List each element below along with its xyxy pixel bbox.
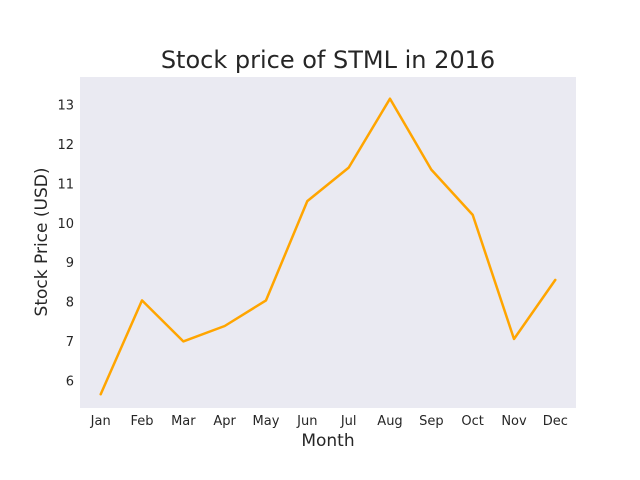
plot-area [80, 77, 576, 408]
y-axis-title: Stock Price (USD) [32, 168, 52, 317]
y-tick-label: 11 [57, 177, 74, 192]
y-tick-label: 10 [57, 217, 74, 232]
x-tick-label: Nov [501, 414, 527, 429]
x-tick-label: Jan [90, 414, 111, 429]
x-tick-label: Feb [130, 414, 153, 429]
y-tick-label: 13 [57, 99, 74, 114]
y-tick-label: 12 [57, 138, 74, 153]
x-tick-label: Oct [461, 414, 483, 429]
x-tick-label: Apr [213, 414, 236, 429]
y-tick-label: 8 [66, 296, 74, 311]
x-tick-label: Mar [171, 414, 196, 429]
x-tick-label: Aug [377, 414, 402, 429]
x-tick-label: Sep [419, 414, 444, 429]
y-tick-label: 9 [66, 256, 74, 271]
y-axis: 6 7 8 9 10 11 12 13 [57, 99, 74, 390]
x-tick-label: May [253, 414, 280, 429]
x-tick-label: Jul [340, 414, 357, 429]
chart-title: Stock price of STML in 2016 [161, 46, 495, 74]
x-axis-title: Month [301, 431, 354, 451]
y-tick-label: 6 [66, 374, 74, 389]
series-line [99, 97, 557, 396]
y-tick-label: 7 [66, 335, 74, 350]
x-axis: Jan Feb Mar Apr May Jun Jul Aug Sep Oct Nov Dec [90, 414, 568, 429]
x-tick-label: Dec [543, 414, 568, 429]
x-tick-label: Jun [296, 414, 317, 429]
